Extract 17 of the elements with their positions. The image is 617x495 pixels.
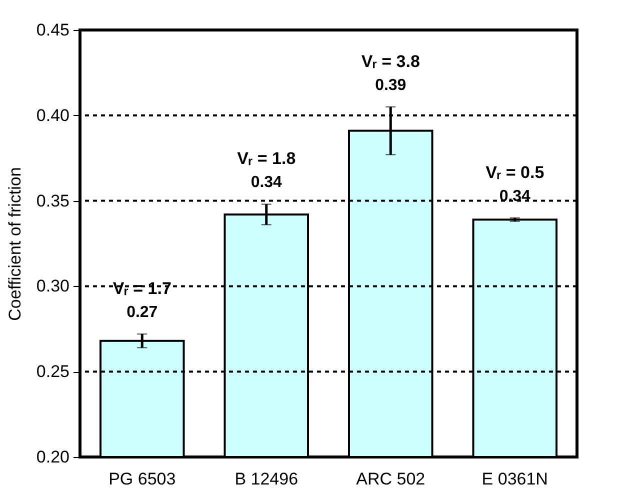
y-tick-label: 0.40 [36,106,70,125]
y-axis-title: Coefficient of friction [5,167,24,321]
annotation: Vᵣ = 3.8 [361,52,420,71]
x-tick-label: E 0361N [482,470,548,488]
y-tick-label: 0.20 [36,448,70,466]
annotation: Vᵣ = 1.8 [237,149,296,168]
x-tick-label: B 12496 [234,470,298,488]
x-tick-label: PG 6503 [108,470,176,488]
y-tick-label: 0.35 [36,191,70,210]
data-label: 0.39 [375,76,406,94]
data-label: 0.34 [250,174,282,192]
y-tick-label: 0.25 [36,362,70,382]
y-tick-label: 0.30 [36,276,70,296]
data-label: 0.27 [126,304,158,322]
x-tick-label: ARC 502 [356,470,426,488]
y-tick-label: 0.45 [36,20,70,40]
annotation: Vᵣ = 0.5 [486,162,544,182]
